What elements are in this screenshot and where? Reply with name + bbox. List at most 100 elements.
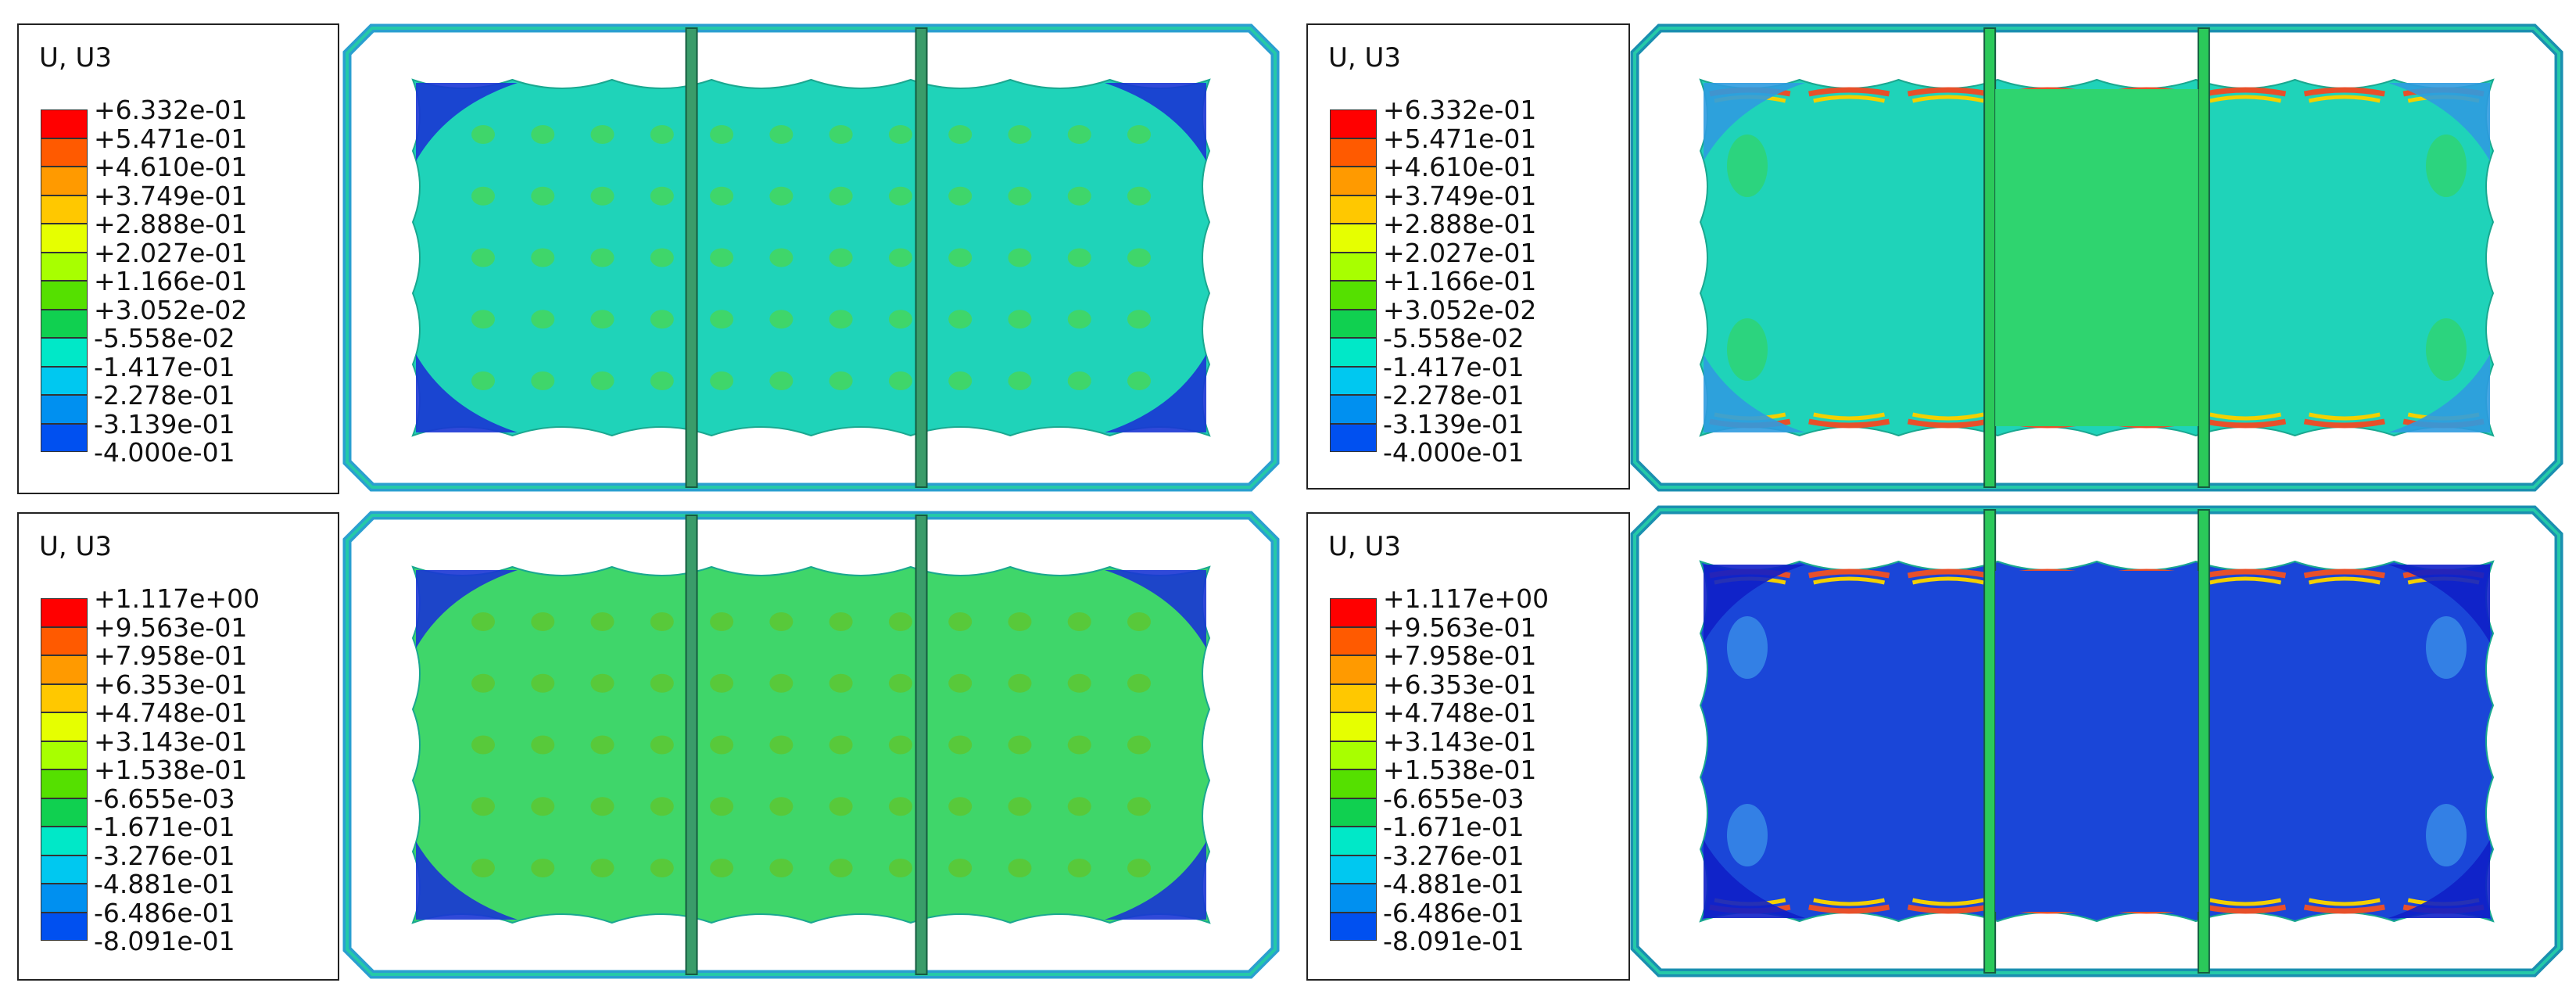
contour-blob <box>1008 248 1032 267</box>
contour-blob <box>1008 612 1032 631</box>
contour-blob <box>710 612 734 631</box>
contour-blob <box>1127 186 1151 206</box>
legend-swatch <box>1330 281 1377 310</box>
legend-swatch <box>1330 224 1377 253</box>
edge-stress-band <box>2303 87 2385 97</box>
corner-patch <box>416 354 518 432</box>
legend-swatch <box>1330 912 1377 941</box>
legend-tick-label: +1.166e-01 <box>94 266 248 296</box>
contour-blob <box>1127 371 1151 390</box>
legend-tick-label: -3.139e-01 <box>94 408 235 439</box>
contour-blob <box>710 673 734 693</box>
contour-blob <box>1127 310 1151 329</box>
legend-tick-label: +9.563e-01 <box>1383 612 1537 643</box>
legend-tick-label: -4.881e-01 <box>94 869 235 899</box>
corner-patch <box>1704 565 1805 643</box>
contour-blob <box>710 371 734 390</box>
contour-blob <box>1008 186 1032 206</box>
contour-blob <box>710 310 734 329</box>
contour-blob <box>650 248 674 267</box>
contour-blob <box>590 797 614 816</box>
legend-swatch <box>41 598 88 627</box>
contour-blob <box>888 859 912 877</box>
legend-swatch <box>1330 741 1377 769</box>
stiffener-rail <box>915 515 928 975</box>
legend-swatch <box>1330 884 1377 913</box>
legend-tick-label: +6.353e-01 <box>1383 669 1537 700</box>
contour-blob <box>2426 135 2467 197</box>
edge-stress-band <box>2303 904 2385 914</box>
corner-patch <box>1704 83 1805 161</box>
stiffener-rail <box>2197 509 2210 974</box>
legend-tick-label: -1.671e-01 <box>94 812 235 842</box>
contour-blob <box>948 125 973 144</box>
contour-blob <box>531 186 555 206</box>
legend-swatch <box>41 338 88 367</box>
contour-blob <box>531 673 555 693</box>
contour-blob <box>650 125 674 144</box>
contour-blob <box>710 125 734 144</box>
legend-swatch <box>1330 138 1377 167</box>
contour-blob <box>650 673 674 693</box>
legend-tick-label: -2.278e-01 <box>94 380 235 411</box>
legend-title: U, U3 <box>39 531 113 562</box>
legend-swatch <box>41 655 88 684</box>
legend-swatch <box>1330 798 1377 827</box>
legend-tick-label: +2.027e-01 <box>94 237 248 268</box>
contour-blob <box>531 612 555 631</box>
contour-blob <box>829 735 853 755</box>
legend-swatch <box>1330 598 1377 627</box>
contour-blob <box>590 612 614 631</box>
legend-tick-label: -4.000e-01 <box>94 437 235 468</box>
contour-blob <box>590 371 614 390</box>
legend-swatch <box>1330 712 1377 741</box>
legend-tick-label: +3.749e-01 <box>1383 180 1537 211</box>
legend-swatch <box>1330 827 1377 855</box>
contour-blob <box>590 859 614 877</box>
contour-blob <box>710 248 734 267</box>
edge-stress-band <box>1907 87 1989 97</box>
contour-blob <box>769 735 794 755</box>
contour-blob <box>1008 310 1032 329</box>
corner-patch <box>1704 840 1805 918</box>
legend-tick-label: +9.563e-01 <box>94 612 248 643</box>
contour-blob <box>471 248 495 267</box>
edge-stress-band <box>2205 418 2287 429</box>
legend-swatch <box>41 741 88 769</box>
legend-swatch <box>1330 655 1377 684</box>
legend-swatch <box>1330 769 1377 798</box>
corner-patch <box>416 83 518 161</box>
contour-blob <box>888 371 912 390</box>
contour-blob <box>888 125 912 144</box>
contour-blob <box>888 612 912 631</box>
legend-swatch <box>41 252 88 281</box>
legend-top-left: U, U3 +6.332e-01 +5.471e-01 +4.610e-01 +3.74… <box>17 23 339 494</box>
edge-stress-band-inner <box>2209 576 2282 585</box>
legend-tick-label: -3.139e-01 <box>1383 408 1524 439</box>
stiffener-rail <box>1983 27 1997 488</box>
legend-tick-label: +3.749e-01 <box>94 180 248 211</box>
contour-blob <box>1127 248 1151 267</box>
contour-blob <box>1127 673 1151 693</box>
edge-stress-band-inner <box>2209 95 2282 103</box>
contour-blob <box>948 310 973 329</box>
legend-tick-label: +1.538e-01 <box>94 755 248 785</box>
legend-swatch <box>41 798 88 827</box>
edge-stress-band-inner <box>2308 95 2381 103</box>
legend-swatch <box>41 855 88 884</box>
edge-stress-band <box>1808 569 1890 579</box>
legend-title: U, U3 <box>1328 531 1402 562</box>
edge-stress-band-inner <box>1813 576 1886 585</box>
contour-blob <box>948 371 973 390</box>
contour-blob <box>829 125 853 144</box>
contour-blob <box>769 310 794 329</box>
contour-blob <box>710 735 734 755</box>
legend-tick-label: +5.471e-01 <box>94 123 248 154</box>
legend-swatch <box>1330 338 1377 367</box>
contour-blob <box>829 673 853 693</box>
contour-blob <box>590 735 614 755</box>
contour-blob <box>650 797 674 816</box>
legend-swatch <box>1330 309 1377 338</box>
contour-blob <box>948 735 973 755</box>
edge-stress-band-inner <box>1911 412 1984 421</box>
